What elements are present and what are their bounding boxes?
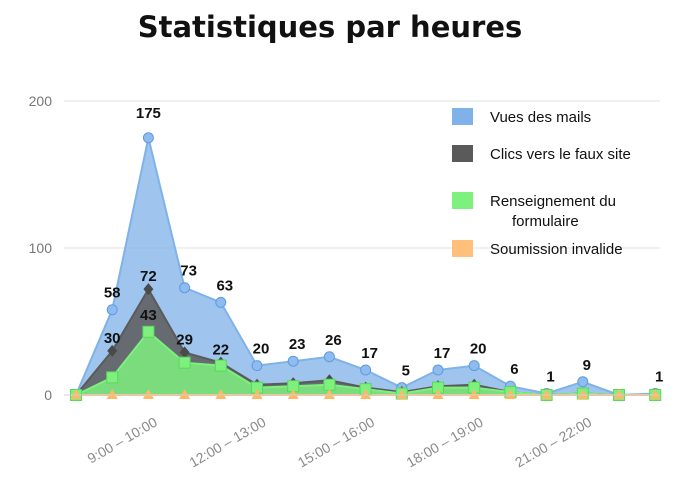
data-label: 29 <box>176 331 193 348</box>
point-soumission <box>396 389 408 399</box>
point-soumission <box>432 389 444 399</box>
point-clics <box>179 346 190 359</box>
x-tick-label: 15:00 – 16:00 <box>295 414 377 471</box>
data-label: 6 <box>510 361 518 378</box>
point-vues-des-mails <box>432 364 444 376</box>
data-label: 58 <box>104 285 121 302</box>
point-formulaire <box>323 378 336 391</box>
point-vues-des-mails <box>468 360 480 372</box>
point-formulaire <box>142 325 155 338</box>
legend-swatch <box>452 145 473 162</box>
point-soumission <box>106 389 118 399</box>
data-label: 9 <box>583 357 591 374</box>
point-soumission <box>179 389 191 399</box>
point-soumission <box>287 389 299 399</box>
point-vues-des-mails <box>106 304 118 316</box>
legend-label: Vues des mails <box>490 109 591 126</box>
data-label: 63 <box>216 277 233 294</box>
legend-label: Renseignement du formulaire <box>490 193 616 230</box>
point-soumission <box>613 389 625 399</box>
point-vues-des-mails <box>360 364 372 376</box>
point-soumission <box>577 389 589 399</box>
data-label: 23 <box>289 336 306 353</box>
legend-swatch <box>452 240 473 257</box>
data-label: 20 <box>253 341 270 358</box>
data-label: 20 <box>470 341 487 358</box>
data-label: 5 <box>402 363 410 380</box>
series-area <box>76 137 656 396</box>
data-label: 1 <box>546 369 554 386</box>
data-label: 30 <box>104 330 121 347</box>
point-clics <box>143 283 154 296</box>
x-tick-label: 21:00 – 22:00 <box>512 414 594 471</box>
point-formulaire <box>106 371 119 384</box>
point-soumission <box>251 389 263 399</box>
data-label: 175 <box>136 105 161 122</box>
data-label: 26 <box>325 332 342 349</box>
series-markers <box>70 132 662 401</box>
point-vues-des-mails <box>577 376 589 388</box>
legend-swatch <box>452 108 473 125</box>
point-vues-des-mails <box>142 132 154 144</box>
y-tick-label: 200 <box>29 93 53 109</box>
legend-label: Soumission invalide <box>490 241 623 258</box>
point-soumission <box>70 389 82 399</box>
data-label: 73 <box>180 263 197 280</box>
point-formulaire <box>178 356 191 369</box>
point-soumission <box>649 389 661 399</box>
x-tick-label: 18:00 – 19:00 <box>404 414 486 471</box>
x-tick-label: 9:00 – 10:00 <box>84 414 160 467</box>
chart-title: Statistiques par heures <box>137 10 523 44</box>
point-soumission <box>142 389 154 399</box>
x-tick-label: 12:00 – 13:00 <box>186 414 268 471</box>
point-soumission <box>360 389 372 399</box>
data-label: 22 <box>212 342 229 359</box>
point-vues-des-mails <box>287 355 299 367</box>
y-tick-label: 100 <box>29 240 53 256</box>
point-vues-des-mails <box>215 296 227 308</box>
data-label: 17 <box>361 345 378 362</box>
point-vues-des-mails <box>251 360 263 372</box>
point-formulaire <box>214 359 227 372</box>
legend-swatch <box>452 192 473 209</box>
point-vues-des-mails <box>323 351 335 363</box>
legend: Vues des mails Clics vers le faux site Ren… <box>452 108 631 258</box>
y-tick-label: 0 <box>44 387 52 403</box>
point-clics <box>107 344 118 357</box>
data-label: 1 <box>655 369 663 386</box>
point-soumission <box>468 389 480 399</box>
point-soumission <box>504 389 516 399</box>
point-soumission <box>323 389 335 399</box>
legend-label: Clics vers le faux site <box>490 146 631 163</box>
data-label: 43 <box>140 307 157 324</box>
series-area <box>76 331 656 395</box>
point-vues-des-mails <box>179 282 191 294</box>
data-label: 17 <box>434 345 451 362</box>
point-soumission <box>215 389 227 399</box>
data-label: 72 <box>140 268 157 285</box>
point-soumission <box>541 389 553 399</box>
